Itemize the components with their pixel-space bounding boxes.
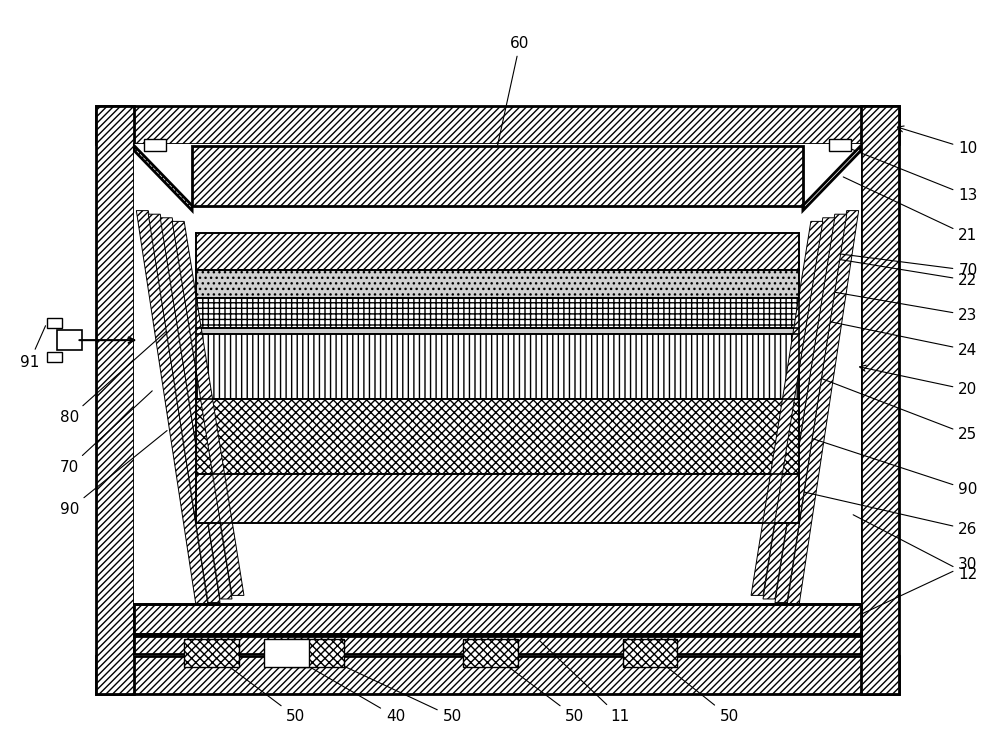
Text: 50: 50 <box>652 655 739 724</box>
Bar <box>96 106 899 144</box>
Text: 10: 10 <box>897 126 978 156</box>
Bar <box>47 352 62 362</box>
Bar <box>134 144 861 656</box>
Bar <box>196 473 799 523</box>
Text: 60: 60 <box>498 35 530 145</box>
Text: 30: 30 <box>853 556 978 618</box>
Bar <box>196 270 799 298</box>
Text: 21: 21 <box>843 177 978 243</box>
Polygon shape <box>763 217 835 599</box>
Bar <box>289 639 344 667</box>
Text: 80: 80 <box>60 326 172 425</box>
Text: 40: 40 <box>288 655 405 724</box>
Bar <box>144 139 166 151</box>
Text: 23: 23 <box>792 285 978 322</box>
Text: 50: 50 <box>492 655 584 724</box>
Bar <box>184 639 239 667</box>
Bar <box>196 399 799 473</box>
Bar <box>96 106 134 694</box>
Bar <box>196 328 799 334</box>
Bar <box>96 656 899 694</box>
Bar <box>463 639 518 667</box>
Text: 12: 12 <box>853 515 978 582</box>
Polygon shape <box>160 217 232 599</box>
Text: 11: 11 <box>540 641 629 724</box>
Text: 20: 20 <box>860 365 978 397</box>
Text: 13: 13 <box>843 146 978 203</box>
Bar <box>196 233 799 270</box>
Polygon shape <box>148 214 220 602</box>
Bar <box>829 139 851 151</box>
Bar <box>134 636 861 654</box>
Text: 70: 70 <box>60 391 152 475</box>
Polygon shape <box>172 221 244 596</box>
Text: 22: 22 <box>824 257 978 288</box>
Polygon shape <box>751 221 823 596</box>
Text: 26: 26 <box>792 489 978 537</box>
Text: 90: 90 <box>60 430 167 517</box>
Bar <box>623 639 677 667</box>
Polygon shape <box>775 214 847 602</box>
Text: 91: 91 <box>20 325 46 369</box>
Polygon shape <box>134 146 192 211</box>
Bar <box>861 106 899 694</box>
Bar <box>264 639 309 667</box>
Bar <box>47 318 62 328</box>
Text: 50: 50 <box>318 654 462 724</box>
Text: 24: 24 <box>792 314 978 358</box>
Bar <box>192 146 803 205</box>
Bar <box>196 334 799 399</box>
Polygon shape <box>787 211 859 606</box>
Polygon shape <box>136 211 208 606</box>
Text: 70: 70 <box>824 252 978 278</box>
Text: 90: 90 <box>807 436 978 497</box>
Bar <box>134 604 861 634</box>
Bar <box>196 298 799 328</box>
Bar <box>57 330 82 350</box>
Text: 50: 50 <box>213 655 305 724</box>
Text: 25: 25 <box>792 367 978 442</box>
Polygon shape <box>803 146 861 211</box>
